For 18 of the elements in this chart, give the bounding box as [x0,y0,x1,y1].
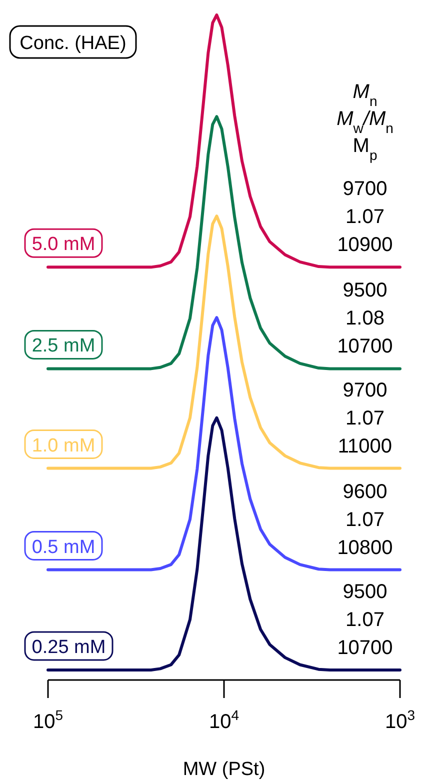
annotation: M$_{w}$/M$_{n}$ [336,108,394,136]
annotation: 9600 1.07 10800 [337,480,393,559]
legend-title: Conc. (HAE) [20,33,126,54]
series-label: 5.0 mM [32,234,96,256]
x-axis-title: MW (PSt) [182,759,266,780]
x-tick-label: 10$^{4}$ [208,707,240,733]
x-tick-label: 10$^{3}$ [384,707,416,733]
series-label: 1.0 mM [32,435,96,456]
series-label: 0.5 mM [32,536,96,558]
annotation: 9500 1.08 10700 [337,280,393,358]
annotation: 9500 1.07 10700 [337,581,393,659]
annotation: 9700 1.07 10900 [337,178,393,256]
series-label: 2.5 mM [32,336,96,357]
series-label: 0.25 mM [32,637,106,658]
x-tick-label: 10$^{5}$ [32,707,64,733]
annotation: M$_{n}$ [352,81,378,109]
annotation: 9700 1.07 11000 [338,379,392,458]
annotation: M$_{p}$ [352,135,378,163]
